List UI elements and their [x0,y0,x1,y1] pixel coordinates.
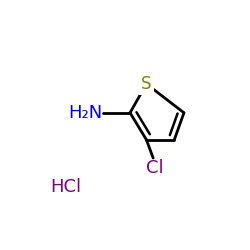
Text: HCl: HCl [50,178,81,196]
Text: H₂N: H₂N [68,104,102,122]
Text: Cl: Cl [146,159,164,177]
Text: S: S [141,75,152,93]
